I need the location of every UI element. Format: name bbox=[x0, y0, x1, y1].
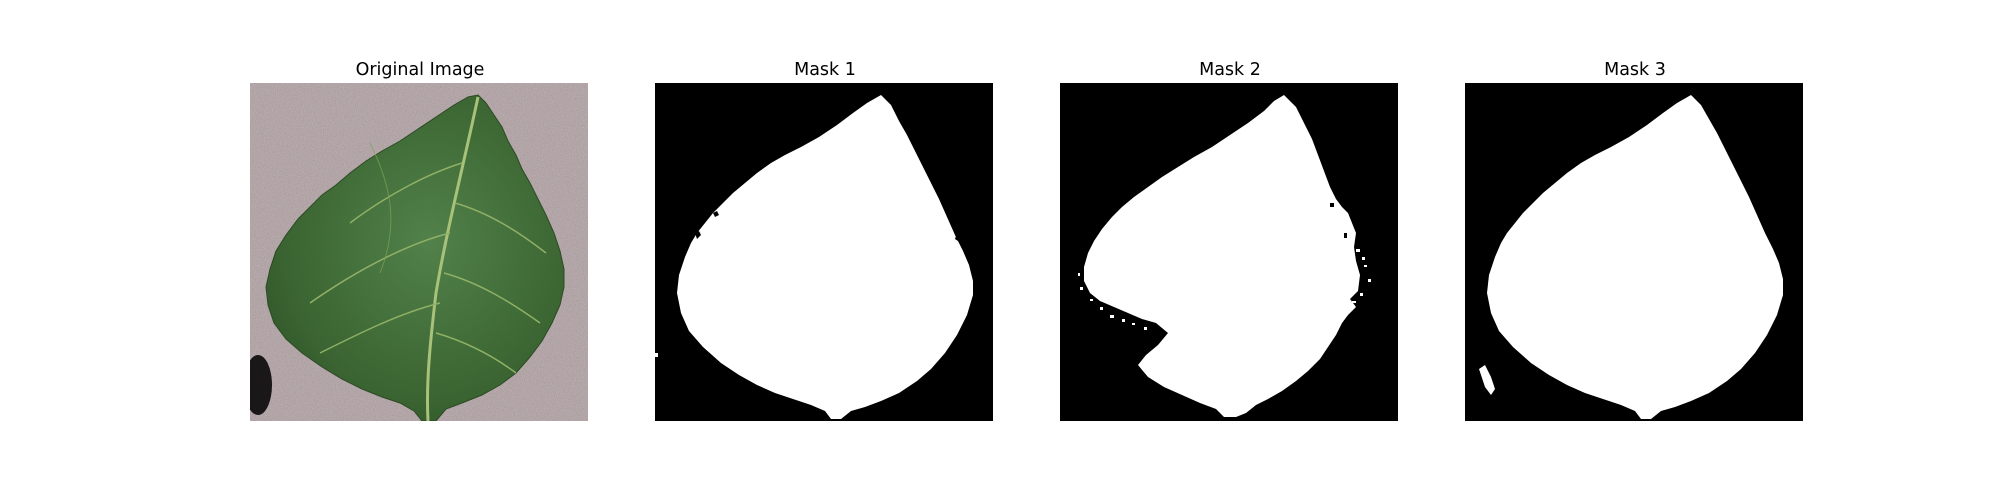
leaf-vein bbox=[369, 142, 392, 274]
leaf-vein bbox=[309, 232, 451, 304]
leaf-vein bbox=[319, 302, 441, 354]
leaf-vein bbox=[349, 162, 463, 224]
mask-1-image bbox=[655, 83, 993, 421]
mask-3-blob bbox=[1479, 365, 1495, 395]
panel-mask-2: Mask 2 bbox=[1060, 57, 1400, 421]
mask-2-speckles bbox=[1078, 249, 1371, 330]
leaf-shape bbox=[265, 94, 565, 421]
panel-title: Mask 3 bbox=[1604, 60, 1666, 80]
mask-2-image bbox=[1060, 83, 1398, 421]
leaf-vein bbox=[435, 332, 517, 374]
mask-2-holes bbox=[1120, 203, 1347, 343]
panel-title: Mask 1 bbox=[794, 60, 856, 80]
original-leaf-photo bbox=[250, 83, 588, 421]
mask-foreground bbox=[677, 95, 973, 419]
dark-shadow bbox=[250, 355, 272, 415]
mask-foreground bbox=[1084, 95, 1360, 417]
mask-3-image bbox=[1465, 83, 1803, 421]
leaf-midrib bbox=[425, 96, 480, 421]
panel-mask-3: Mask 3 bbox=[1465, 57, 1805, 421]
panel-original-image: Original Image bbox=[250, 57, 590, 421]
panel-title: Mask 2 bbox=[1199, 60, 1261, 80]
panel-mask-1: Mask 1 bbox=[655, 57, 995, 421]
panel-title: Original Image bbox=[355, 60, 485, 80]
mask-foreground bbox=[1487, 95, 1783, 419]
leaf-vein bbox=[443, 272, 541, 324]
leaf-vein bbox=[454, 202, 547, 254]
